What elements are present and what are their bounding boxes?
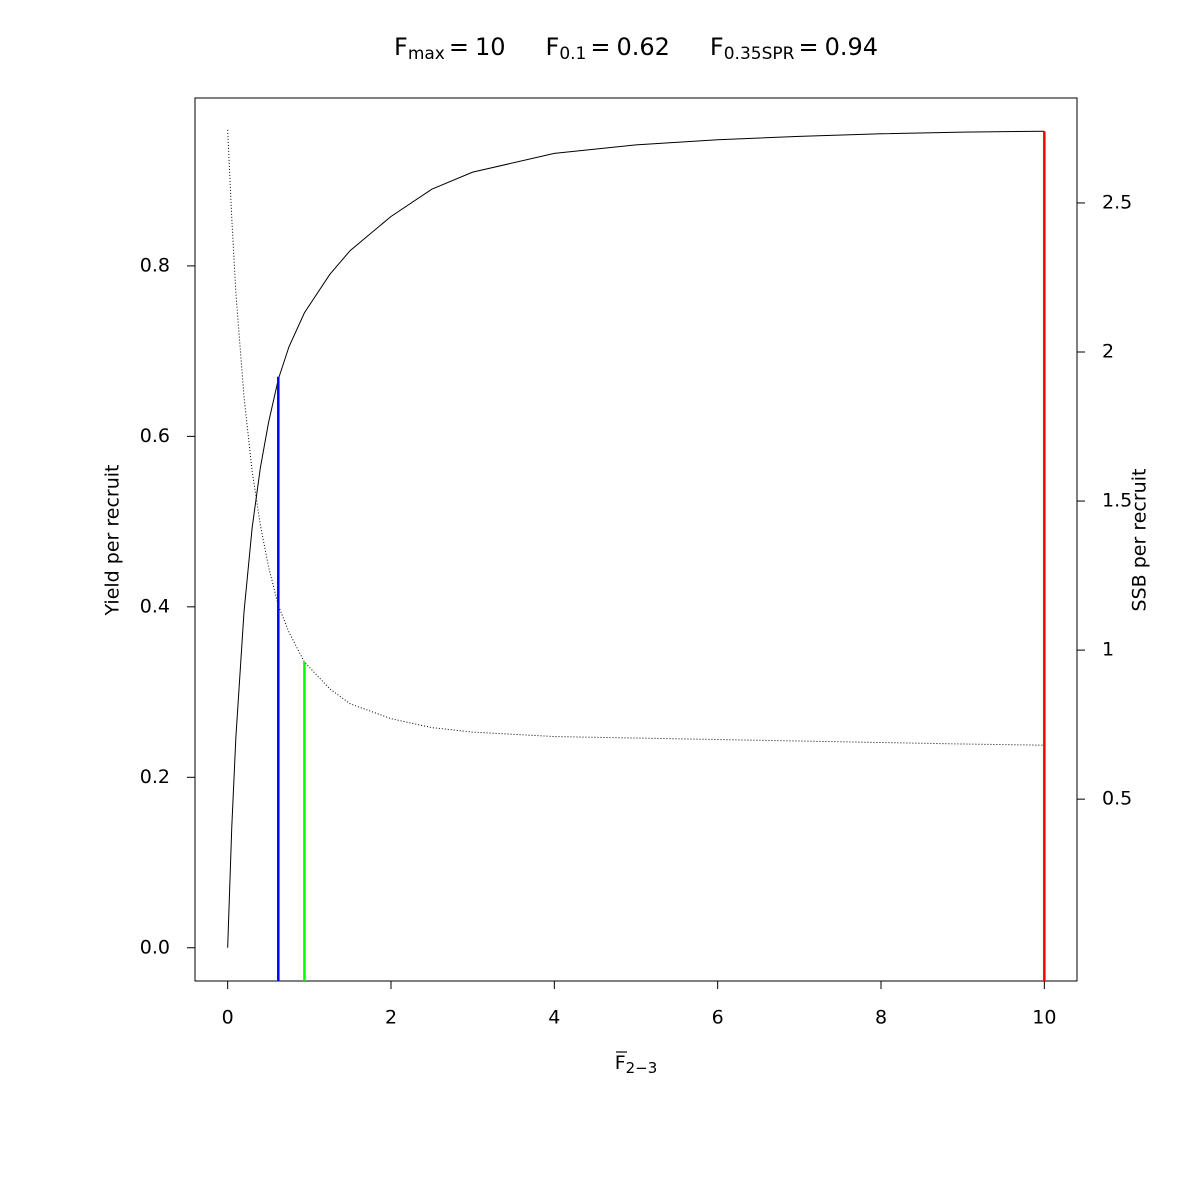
title-subscript: 0.35SPR [724, 44, 795, 64]
title-symbol: F [394, 33, 408, 61]
y2-axis-label: SSB per recruit [1129, 469, 1151, 612]
title-relation: = [449, 33, 469, 61]
title-value: 0.62 [616, 33, 669, 61]
title-relation: = [798, 33, 818, 61]
y-tick-label: 0.8 [140, 254, 170, 276]
y2-tick-label: 1.5 [1102, 490, 1132, 512]
title-value: 10 [475, 33, 506, 61]
y-axis-label: Yield per recruit [102, 465, 124, 617]
title-subscript: 0.1 [559, 44, 586, 64]
y2-tick-label: 0.5 [1102, 788, 1132, 810]
x-tick-label: 6 [712, 1007, 724, 1029]
title-relation: = [590, 33, 610, 61]
y2-tick-label: 2 [1102, 340, 1114, 362]
y-tick-label: 0.2 [140, 766, 170, 788]
y-tick-label: 0.0 [140, 936, 170, 958]
title-symbol: F [710, 33, 724, 61]
chart-title: Fmax = 10 F0.1 = 0.62 F0.35SPR = 0.94 [394, 33, 878, 64]
y2-tick-label: 2.5 [1102, 191, 1132, 213]
y-tick-label: 0.6 [140, 425, 170, 447]
curve [227, 129, 1045, 746]
curve [227, 130, 1045, 948]
x-axis-label: F2−3 [615, 1052, 658, 1077]
x-tick-label: 2 [385, 1007, 397, 1029]
x-label-symbol: F [615, 1052, 626, 1074]
y2-tick-label: 1 [1102, 639, 1114, 661]
x-label-subscript: 2−3 [626, 1059, 658, 1077]
x-tick-label: 8 [875, 1007, 887, 1029]
x-tick-label: 4 [548, 1007, 560, 1029]
title-value: 0.94 [825, 33, 878, 61]
y-tick-label: 0.4 [140, 595, 170, 617]
x-tick-label: 0 [222, 1007, 234, 1029]
title-symbol: F [546, 33, 560, 61]
title-subscript: max [408, 44, 445, 64]
x-tick-label: 10 [1032, 1007, 1056, 1029]
plot-frame [194, 97, 1078, 982]
